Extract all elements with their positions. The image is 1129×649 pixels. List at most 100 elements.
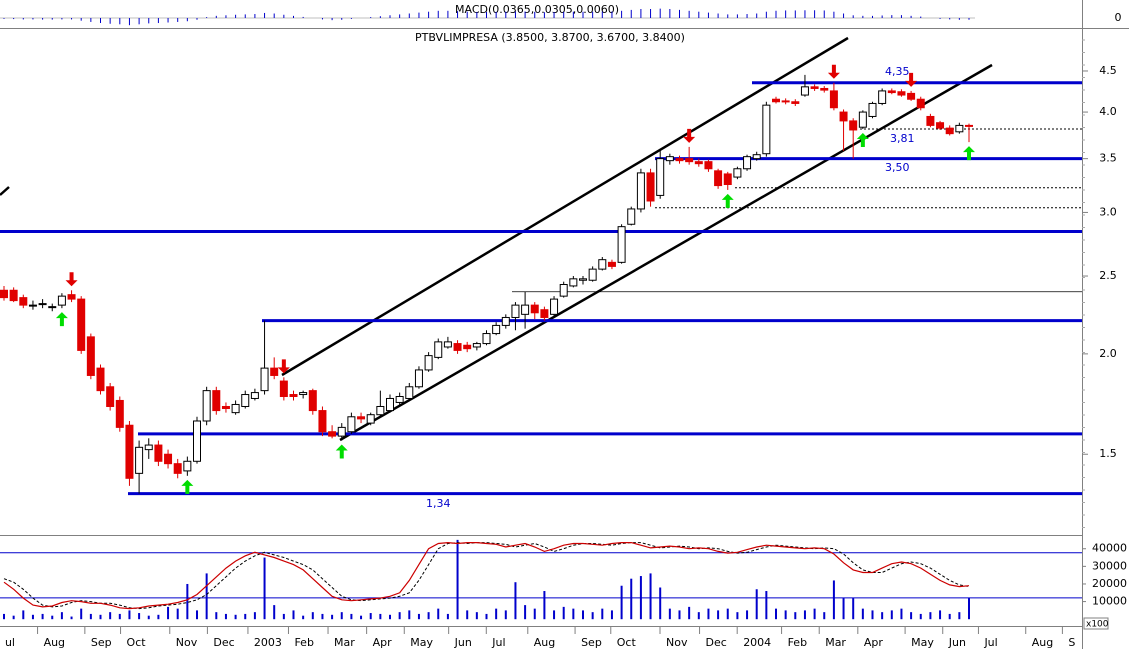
candle-body [308, 390, 317, 412]
sell-arrow [905, 72, 918, 87]
candle-body [183, 460, 192, 472]
candle-body [665, 156, 674, 162]
candle-body [19, 297, 28, 306]
candle-body [77, 298, 86, 351]
candle-body [501, 316, 510, 326]
candle-body [743, 156, 752, 170]
x-tick-label: Apr [864, 636, 884, 649]
candle-body [675, 158, 684, 162]
candle-body [820, 87, 829, 91]
candle-body [357, 416, 366, 420]
candle-body [154, 444, 163, 462]
volume-tick-label: 30000 [1092, 559, 1127, 572]
candle-body [482, 333, 491, 345]
x-tick-label: Sep [91, 636, 112, 649]
x-tick-label: Jun [948, 636, 966, 649]
level-label: 4,35 [885, 65, 910, 78]
x-tick-label: May [410, 636, 433, 649]
sell-arrow [65, 272, 78, 287]
candle-body [279, 380, 288, 397]
candle-body [540, 309, 549, 318]
candle-body [0, 289, 8, 299]
candle-body [299, 392, 308, 396]
candle-body [772, 98, 780, 103]
candle-body [231, 403, 240, 414]
candle-body [530, 304, 539, 314]
x-tick-label: Jul [983, 636, 997, 649]
candle-body [463, 344, 472, 350]
candle-body [762, 104, 771, 155]
x-tick-label: May [911, 636, 934, 649]
candle-body [443, 341, 452, 348]
candle-body [907, 92, 916, 100]
sell-arrow [683, 128, 696, 143]
unit-box [1083, 617, 1109, 630]
candle-body [829, 90, 838, 109]
candle-body [878, 90, 887, 104]
candle-body [347, 416, 356, 433]
candle-body [135, 446, 144, 474]
x-tick-label: Nov [666, 636, 688, 649]
candle-body [607, 261, 616, 267]
candle-body [579, 278, 587, 281]
level-label: 1,34 [426, 497, 451, 510]
candle-body [656, 158, 665, 196]
candle-body [559, 284, 568, 297]
candle-body [858, 111, 867, 128]
x-tick-label: Jun [454, 636, 472, 649]
candle-body [106, 386, 115, 407]
x-tick-label: Dec [706, 636, 727, 649]
candle-body [376, 405, 385, 416]
candle-body [704, 161, 713, 170]
x-tick-label: Sep [581, 636, 602, 649]
candle-body [28, 304, 37, 307]
volume-tick-label: 10000 [1092, 595, 1127, 608]
y-tick-label: 4.5 [1099, 64, 1117, 77]
buy-arrow [335, 444, 348, 459]
x-tick-label: Aug [1032, 636, 1053, 649]
candle-body [868, 102, 877, 117]
buy-arrow [963, 146, 975, 161]
x-tick-label: Mar [334, 636, 355, 649]
candle-body [395, 395, 404, 403]
y-tick-label: 3.5 [1099, 152, 1117, 165]
candle-body [38, 303, 47, 306]
candle-body [636, 172, 645, 210]
x-tick-label: Oct [127, 636, 147, 649]
candle-body [887, 90, 896, 94]
y-tick-label: 4.0 [1099, 105, 1117, 118]
candle-body [955, 124, 964, 133]
candle-body [212, 390, 221, 412]
candle-body [125, 424, 134, 479]
candle-body [221, 405, 230, 410]
buy-arrow [181, 479, 194, 494]
x-tick-label: 2004 [743, 636, 771, 649]
candle-body [800, 86, 809, 96]
candle-body [405, 386, 414, 399]
candle-body [414, 369, 423, 388]
candle-body [945, 127, 954, 135]
candle-body [115, 399, 124, 428]
candle-body [366, 414, 375, 424]
candle-body [202, 390, 211, 422]
y-tick-label: 1.5 [1099, 447, 1117, 460]
candle-body [424, 355, 433, 371]
x-tick-label: Mar [825, 636, 846, 649]
candle-body [9, 289, 18, 302]
candle-body [926, 115, 935, 126]
candle-body [434, 341, 443, 358]
volume-unit: x100 [1086, 620, 1109, 630]
buy-arrow [721, 193, 734, 208]
candle-body [241, 394, 250, 407]
sell-arrow [827, 64, 840, 79]
candle-body [723, 173, 732, 186]
macd-tick-label: 0 [1115, 11, 1122, 24]
candle-body [144, 444, 153, 451]
x-tick-label: ul [5, 636, 15, 649]
x-tick-label: Oct [617, 636, 637, 649]
x-tick-label: Feb [788, 636, 807, 649]
candle-body [270, 367, 279, 376]
stoch-k-line [3, 541, 970, 610]
x-tick-label: Apr [373, 636, 393, 649]
